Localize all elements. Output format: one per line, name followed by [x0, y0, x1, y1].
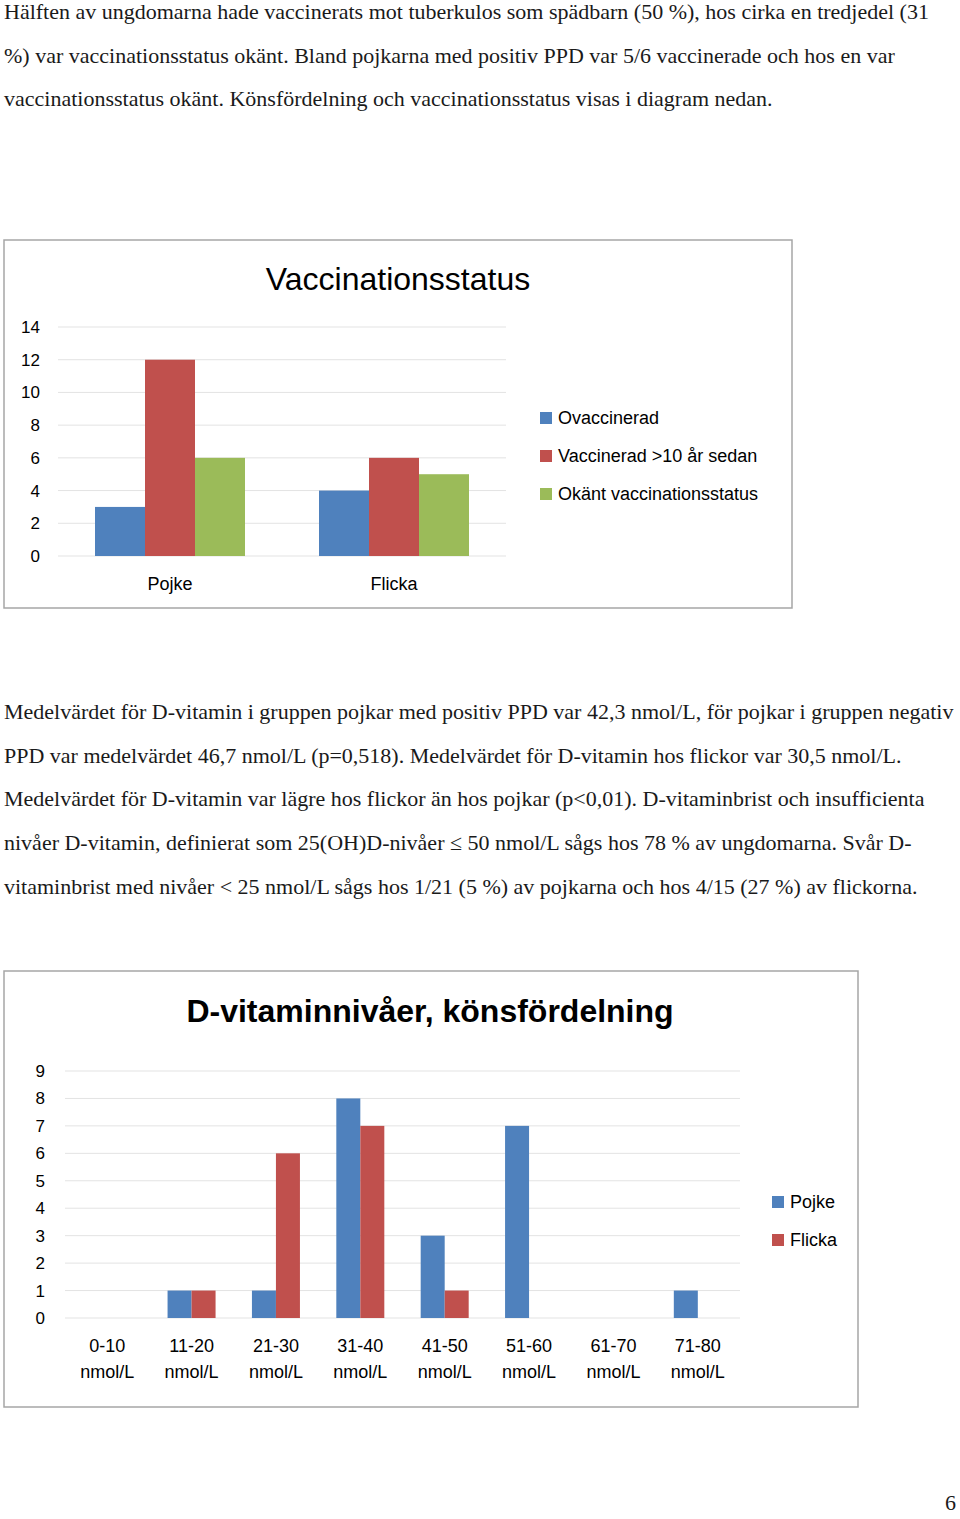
chart-frame — [4, 971, 858, 1407]
x-tick-label: 71-80nmol/L — [671, 1336, 725, 1382]
charts-canvas: Vaccinationsstatus02468101214PojkeFlicka… — [0, 0, 960, 1519]
paragraph: Hälften av ungdomarna hade vaccinerats m… — [4, 0, 958, 121]
bar — [145, 360, 195, 556]
y-tick-label: 0 — [36, 1309, 45, 1328]
grid-line — [58, 457, 506, 458]
bar — [360, 1126, 384, 1318]
y-tick-label: 8 — [36, 1089, 45, 1108]
y-tick-label: 2 — [36, 1254, 45, 1273]
chart-frame — [4, 240, 792, 608]
y-tick-label: 10 — [21, 383, 40, 402]
grid-line — [65, 1208, 740, 1209]
legend-swatch — [540, 450, 552, 462]
grid-line — [65, 1098, 740, 1099]
x-tick-label: 0-10nmol/L — [80, 1336, 134, 1382]
bar — [445, 1291, 469, 1318]
x-tick-label: Flicka — [370, 574, 418, 594]
y-tick-label: 5 — [36, 1172, 45, 1191]
chart: D-vitaminnivåer, könsfördelning 0 1 2 3 4 5 6 7 8… — [4, 971, 858, 1407]
grid-line — [65, 1071, 740, 1072]
x-tick-label: 21-30nmol/L — [249, 1336, 303, 1382]
bar — [419, 474, 469, 556]
grid-line — [65, 1263, 740, 1264]
legend-label: Okänt vaccinationsstatus — [558, 484, 758, 504]
grid-line — [65, 1318, 740, 1319]
bar — [252, 1291, 276, 1318]
grid-line — [58, 327, 506, 328]
bar — [589, 1318, 613, 1319]
legend-swatch — [540, 412, 552, 424]
page-number: 6 — [945, 1490, 956, 1516]
y-tick-label: 8 — [31, 416, 40, 435]
grid-line — [65, 1153, 740, 1154]
bar — [276, 1153, 300, 1318]
x-tick-label: Pojke — [147, 574, 192, 594]
bar — [107, 1318, 131, 1319]
grid-line — [65, 1125, 740, 1126]
grid-line — [65, 1235, 740, 1236]
x-tick-label: 51-60nmol/L — [502, 1336, 556, 1382]
bar — [336, 1098, 360, 1318]
y-tick-label: 12 — [21, 351, 40, 370]
y-tick-label: 6 — [36, 1144, 45, 1163]
chart-title: Vaccinationsstatus — [266, 261, 530, 297]
y-tick-label: 2 — [31, 514, 40, 533]
grid-line — [65, 1180, 740, 1181]
x-tick-label: 31-40nmol/L — [333, 1336, 387, 1382]
grid-line — [58, 425, 506, 426]
y-tick-label: 4 — [31, 482, 40, 501]
bar — [192, 1291, 216, 1318]
y-tick-label: 3 — [36, 1227, 45, 1246]
grid-line — [58, 359, 506, 360]
bar — [168, 1291, 192, 1318]
y-tick-label: 6 — [31, 449, 40, 468]
x-tick-label: 11-20nmol/L — [165, 1336, 219, 1382]
bars — [95, 360, 469, 556]
legend-label: Flicka — [790, 1230, 838, 1250]
y-tick-label: 14 — [21, 318, 40, 337]
bar — [421, 1236, 445, 1318]
legend-swatch — [540, 488, 552, 500]
bar — [529, 1318, 553, 1319]
bar — [698, 1318, 722, 1319]
paragraph: Medelvärdet för D-vitamin i gruppen pojk… — [4, 690, 958, 909]
grid-line — [58, 392, 506, 393]
x-tick-label: 41-50nmol/L — [418, 1336, 472, 1382]
bar — [613, 1318, 637, 1319]
bar — [319, 491, 369, 556]
x-tick-label: 61-70nmol/L — [586, 1336, 640, 1382]
chart-title: D-vitaminnivåer, könsfördelning — [186, 993, 673, 1029]
bar — [83, 1318, 107, 1319]
bar — [195, 458, 245, 556]
bars — [168, 1098, 698, 1318]
y-tick-label: 0 — [31, 547, 40, 566]
bar — [95, 507, 145, 556]
y-tick-label: 7 — [36, 1117, 45, 1136]
legend-label: Vaccinerad >10 år sedan — [558, 446, 757, 466]
legend-label: Ovaccinerad — [558, 408, 659, 428]
legend-swatch — [772, 1234, 784, 1246]
y-tick-label: 9 — [36, 1062, 45, 1081]
y-tick-label: 4 — [36, 1199, 45, 1218]
legend-swatch — [772, 1196, 784, 1208]
legend-label: Pojke — [790, 1192, 835, 1212]
chart: Vaccinationsstatus 0 2 4 6 8 10 12 14 Pojke Flicka… — [4, 240, 792, 608]
bar — [674, 1291, 698, 1318]
y-tick-label: 1 — [36, 1282, 45, 1301]
bar — [369, 458, 419, 556]
grid-line — [65, 1290, 740, 1291]
bar — [505, 1126, 529, 1318]
